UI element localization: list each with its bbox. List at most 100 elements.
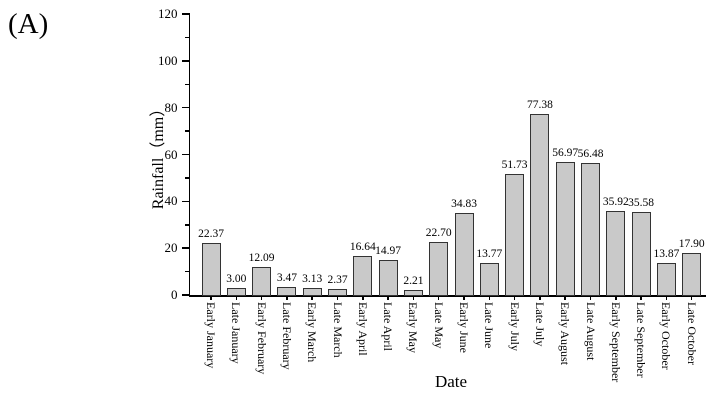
bar-value-label: 34.83	[451, 198, 477, 211]
bar	[505, 173, 525, 296]
bar-value-label: 22.37	[198, 227, 224, 240]
x-category-label: Early June	[457, 301, 471, 353]
y-tick-label: 60	[164, 146, 178, 162]
x-tick	[589, 296, 592, 300]
bar	[277, 286, 297, 296]
x-category-label: Early September	[608, 301, 623, 382]
bar-value-label: 22.70	[425, 226, 452, 239]
x-category-label: Late June	[482, 301, 497, 348]
bar	[378, 259, 398, 296]
x-tick	[539, 296, 541, 300]
x-tick	[690, 296, 693, 300]
x-category-label: Early February	[254, 301, 269, 374]
bar-value-label: 2.21	[403, 274, 424, 287]
x-tick	[488, 296, 491, 300]
bar-value-label: 35.58	[628, 196, 655, 209]
y-tick-label: 0	[171, 287, 178, 302]
y-minor-tick	[184, 130, 189, 132]
x-tick	[286, 296, 288, 300]
bar-value-label: 3.47	[276, 271, 297, 284]
bar	[328, 289, 347, 296]
x-tick	[311, 296, 313, 300]
x-tick	[210, 296, 212, 300]
x-category-label: Early May	[406, 301, 421, 353]
bar-value-label: 77.38	[526, 98, 553, 111]
y-tick-label: 80	[164, 99, 178, 115]
x-category-label: Early October	[659, 301, 674, 370]
x-category-label: Late August	[583, 301, 598, 360]
bar	[656, 262, 676, 296]
x-category-label: Late February	[279, 301, 294, 370]
bar	[201, 242, 221, 296]
x-tick	[513, 296, 516, 300]
y-minor-tick	[184, 36, 189, 39]
bar-value-label: 17.90	[678, 238, 705, 251]
x-category-label: Early April	[355, 301, 370, 356]
bar	[555, 161, 575, 296]
x-category-label: Early March	[305, 301, 320, 362]
bar-value-label: 51.73	[501, 158, 528, 171]
bar-value-label: 16.64	[349, 241, 376, 254]
bar	[581, 162, 600, 296]
x-tick	[336, 296, 339, 300]
bar-value-label: 35.92	[602, 195, 629, 208]
bar	[454, 213, 474, 296]
x-category-label: Late March	[330, 301, 345, 358]
y-major-tick	[181, 60, 189, 62]
x-tick	[615, 296, 617, 300]
bar-value-label: 56.97	[552, 146, 579, 159]
x-category-label: Late April	[381, 301, 396, 351]
y-minor-tick	[184, 177, 189, 179]
y-tick-label: 120	[158, 6, 178, 21]
x-category-label: Late January	[229, 301, 244, 364]
x-tick	[362, 296, 364, 300]
panel-label: (A)	[8, 8, 49, 40]
y-major-tick	[181, 13, 189, 15]
y-tick-label: 20	[164, 240, 178, 256]
x-tick	[564, 296, 566, 300]
bar	[530, 113, 550, 296]
y-tick-label: 100	[158, 52, 178, 68]
bar-value-label: 3.13	[302, 272, 323, 285]
bar-value-label: 13.77	[476, 247, 503, 260]
bar	[606, 210, 626, 296]
x-category-label: Early July	[507, 301, 522, 351]
x-tick	[260, 296, 263, 300]
y-minor-tick	[184, 224, 189, 226]
bar	[682, 253, 702, 296]
bar-value-label: 14.97	[375, 244, 402, 257]
y-major-tick	[181, 247, 189, 249]
bar	[302, 287, 322, 296]
y-tick-label: 40	[164, 193, 178, 209]
x-tick	[437, 296, 440, 300]
y-major-tick	[181, 153, 189, 156]
x-tick	[412, 296, 415, 300]
bar	[252, 266, 272, 296]
bar	[479, 262, 499, 296]
x-tick	[665, 296, 668, 300]
x-category-label: Late October	[684, 301, 699, 365]
x-category-label: Late July	[532, 301, 547, 346]
y-major-tick	[181, 200, 189, 203]
y-minor-tick	[184, 270, 189, 273]
bar	[631, 211, 651, 296]
x-axis-title: Date	[434, 372, 468, 391]
bar	[226, 287, 246, 296]
bar	[429, 241, 449, 296]
x-category-label: Early August	[558, 301, 573, 365]
x-category-label: Late September	[634, 301, 649, 378]
y-major-tick	[181, 294, 189, 296]
bar-value-label: 56.48	[577, 147, 604, 160]
bar	[353, 256, 373, 296]
bar-value-label: 3.00	[226, 272, 247, 285]
bar-value-label: 2.37	[327, 274, 348, 287]
x-tick	[235, 296, 238, 300]
x-tick	[463, 296, 465, 300]
y-major-tick	[181, 106, 189, 109]
y-axis-line	[188, 13, 190, 297]
bar-value-label: 13.87	[653, 247, 680, 260]
x-category-label: Early January	[204, 301, 218, 368]
x-category-label: Late May	[431, 301, 446, 348]
bar	[403, 289, 423, 296]
